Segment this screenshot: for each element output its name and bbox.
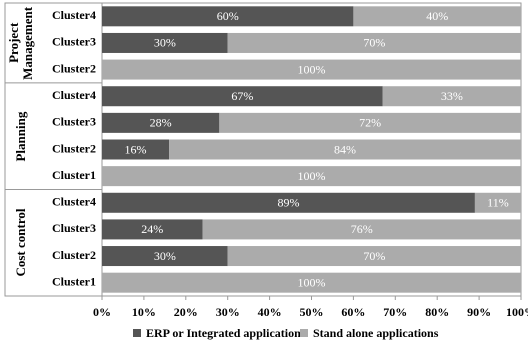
value-label: 76% xyxy=(351,222,373,236)
value-label: 30% xyxy=(154,36,176,50)
value-label: 89% xyxy=(277,196,299,210)
category-label: Cluster4 xyxy=(52,195,96,209)
legend-label: Stand alone applications xyxy=(313,326,439,340)
x-tick-label: 60% xyxy=(341,305,365,319)
x-tick-label: 40% xyxy=(258,305,282,319)
bar-segment xyxy=(102,246,228,267)
category-label: Cluster2 xyxy=(52,248,96,262)
bar-segment xyxy=(227,32,521,53)
category-label: Cluster3 xyxy=(52,35,96,49)
bar-segment xyxy=(102,32,228,53)
legend-label: ERP or Integrated applications xyxy=(146,326,306,340)
category-label: Cluster1 xyxy=(52,168,96,182)
bar-segment xyxy=(102,166,521,187)
value-label: 100% xyxy=(298,62,326,76)
legend-swatch xyxy=(133,329,141,337)
bar-segment xyxy=(202,219,521,240)
value-label: 72% xyxy=(359,116,381,130)
bar-segment xyxy=(102,6,354,27)
value-label: 70% xyxy=(363,249,385,263)
x-tick-label: 70% xyxy=(383,305,407,319)
value-label: 60% xyxy=(217,9,239,23)
x-tick-label: 90% xyxy=(467,305,491,319)
value-label: 40% xyxy=(426,9,448,23)
value-label: 28% xyxy=(150,116,172,130)
category-label: Cluster3 xyxy=(52,221,96,235)
value-label: 84% xyxy=(334,142,356,156)
value-label: 30% xyxy=(154,249,176,263)
x-tick-label: 20% xyxy=(174,305,198,319)
group-label: Project Management xyxy=(6,6,35,80)
bar-segment xyxy=(102,219,203,240)
category-label: Cluster4 xyxy=(52,88,96,102)
category-label: Cluster2 xyxy=(52,141,96,155)
value-label: 67% xyxy=(231,89,253,103)
x-tick-label: 50% xyxy=(300,305,324,319)
group-label: Cost control xyxy=(13,208,28,277)
bar-segment xyxy=(353,6,521,27)
bar-segment xyxy=(102,59,521,80)
x-tick-label: 0% xyxy=(93,305,111,319)
value-label: 24% xyxy=(141,222,163,236)
category-label: Cluster1 xyxy=(52,274,96,288)
x-tick-label: 100% xyxy=(506,305,528,319)
category-label: Cluster3 xyxy=(52,115,96,129)
value-label: 16% xyxy=(125,142,147,156)
legend-swatch xyxy=(300,329,308,337)
value-label: 100% xyxy=(298,275,326,289)
bar-segment xyxy=(102,272,521,293)
category-label: Cluster2 xyxy=(52,61,96,75)
value-label: 100% xyxy=(298,169,326,183)
bar-segment xyxy=(102,192,475,213)
x-tick-label: 10% xyxy=(132,305,156,319)
category-label: Cluster4 xyxy=(52,8,96,22)
bar-segment xyxy=(227,246,521,267)
value-label: 33% xyxy=(441,89,463,103)
x-tick-label: 80% xyxy=(425,305,449,319)
value-label: 11% xyxy=(487,196,509,210)
value-label: 70% xyxy=(363,36,385,50)
bar-segment xyxy=(102,112,220,133)
bar-segment xyxy=(169,139,522,160)
bar-segment xyxy=(102,139,170,160)
x-tick-label: 30% xyxy=(216,305,240,319)
bar-segment xyxy=(219,112,521,133)
bar-segment xyxy=(382,86,521,107)
bar-segment xyxy=(474,192,521,213)
bar-segment xyxy=(102,86,383,107)
group-label: Planning xyxy=(13,111,28,162)
